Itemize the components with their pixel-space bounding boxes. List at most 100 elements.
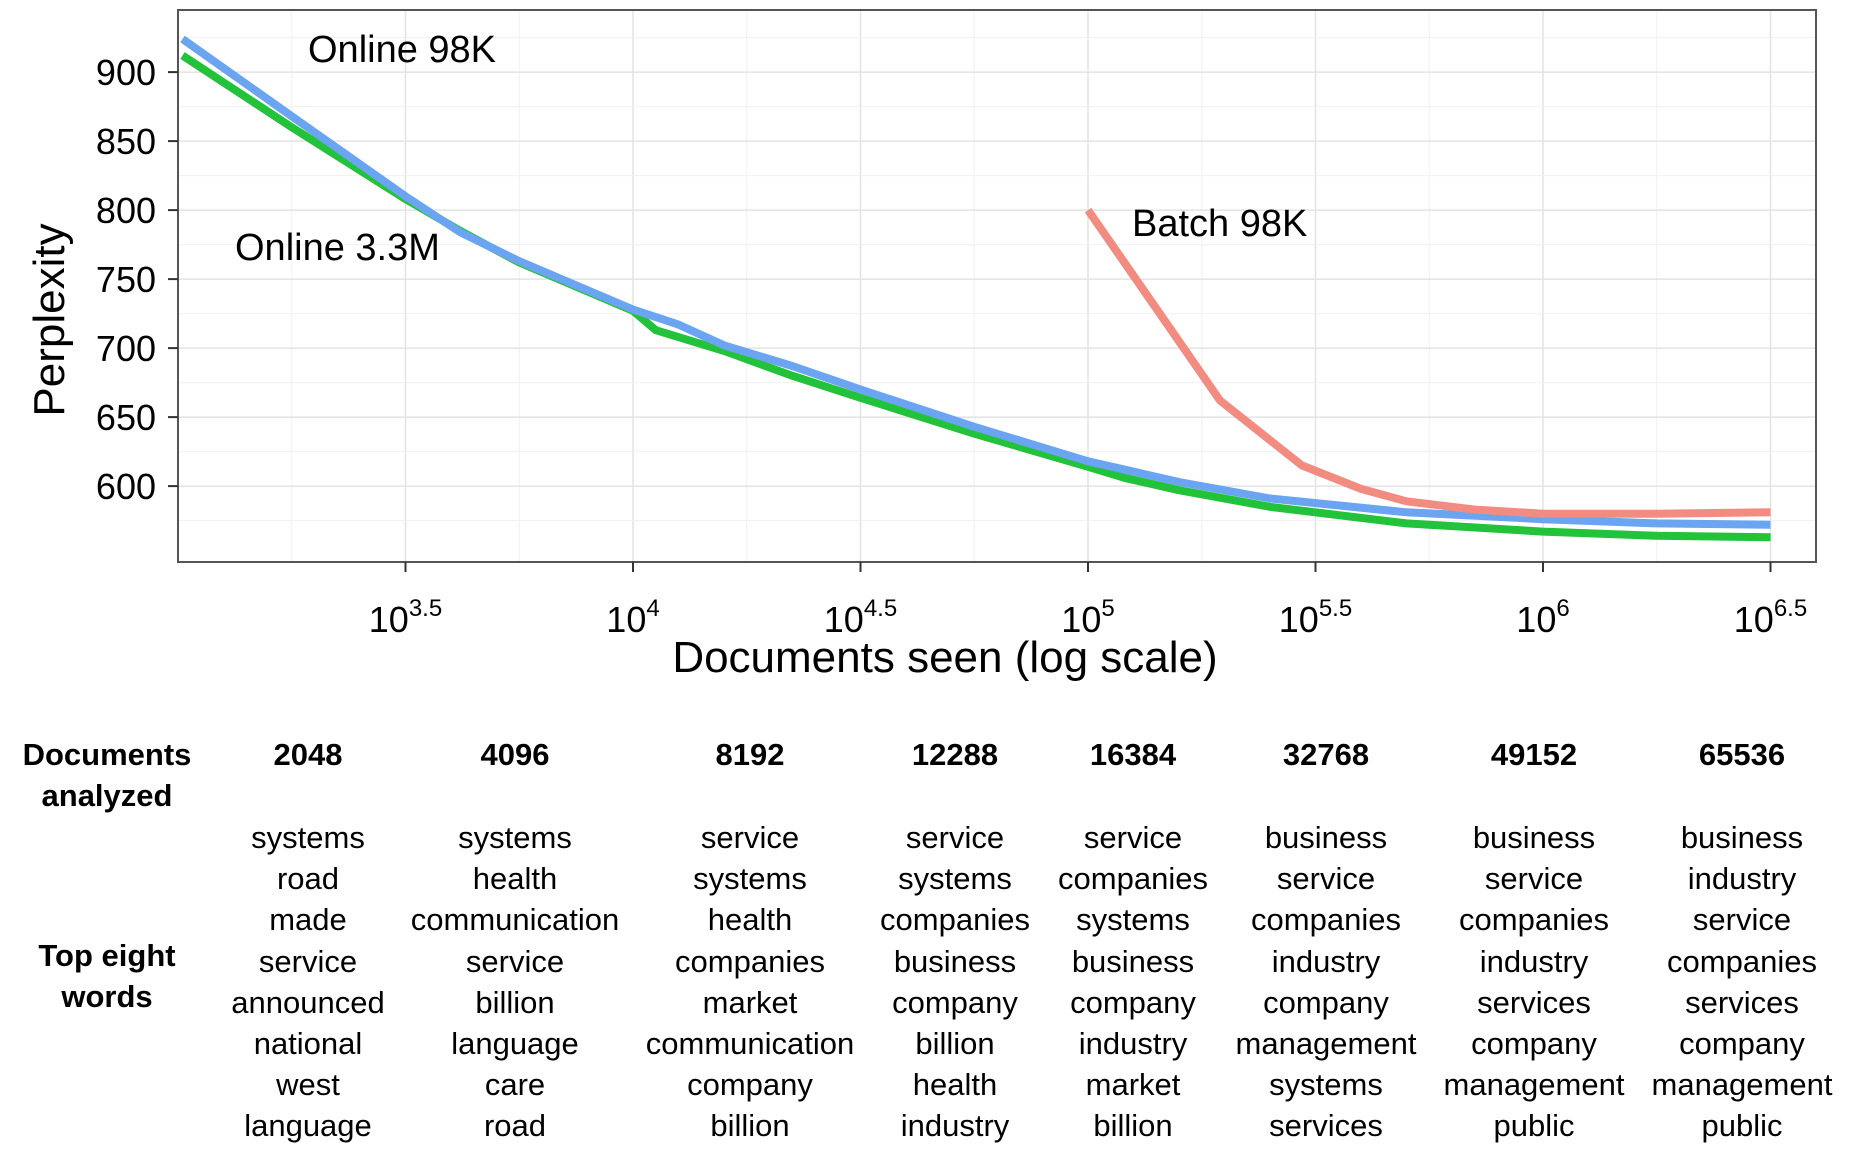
x-tick-label: 105.5	[1279, 595, 1352, 640]
x-tick-label: 106.5	[1734, 595, 1807, 640]
top-word: billion	[915, 1025, 995, 1061]
x-tick-label: 104	[606, 595, 659, 640]
top-word: service	[700, 820, 800, 855]
top-word: systems	[1076, 902, 1190, 938]
documents-count: 16384	[1089, 737, 1177, 772]
top-word: companies	[880, 902, 1030, 938]
series-lines	[180, 35, 1771, 542]
words-column: 4096 systems health communication service bil…	[395, 734, 635, 1147]
series-line-online-3-3m	[180, 52, 1771, 542]
documents-count: 12288	[911, 737, 999, 772]
top-word: service	[1276, 861, 1376, 897]
annotation-online-3-3m: Online 3.3M	[235, 227, 440, 269]
top-word: business	[1264, 820, 1388, 855]
documents-count: 2048	[273, 737, 343, 772]
top-word: systems	[1269, 1067, 1383, 1103]
grid-lines	[178, 10, 1816, 562]
y-tick-label: 900	[96, 52, 156, 93]
top-word: service	[1484, 861, 1584, 897]
top-word: service	[905, 820, 1005, 855]
top-word: business	[1680, 820, 1804, 855]
documents-analyzed-label: Documents analyzed	[22, 737, 192, 813]
y-tick-label: 750	[96, 259, 156, 300]
top-word: road	[483, 1108, 547, 1144]
top-word: national	[253, 1025, 363, 1061]
words-column: 8192 service systems health companies market c…	[630, 734, 870, 1147]
top-words-table: Documents analyzed Top eight words 2048 s…	[0, 730, 1849, 1155]
top-word: west	[276, 1067, 340, 1103]
top-word: billion	[475, 984, 555, 1020]
documents-count: 32768	[1282, 737, 1370, 772]
top-word: announced	[231, 984, 385, 1020]
top-word: service	[1083, 820, 1183, 855]
top-word: care	[484, 1067, 546, 1103]
top-word: companies	[1251, 902, 1401, 938]
y-tick-label: 650	[96, 397, 156, 438]
y-tick-label: 600	[96, 466, 156, 507]
top-word: road	[276, 861, 340, 897]
y-tick-label: 850	[96, 121, 156, 162]
documents-count: 49152	[1490, 737, 1578, 772]
y-tick-label: 800	[96, 190, 156, 231]
words-column: 49152 business service companies industry ser…	[1414, 734, 1654, 1147]
top-word: systems	[898, 861, 1012, 897]
top-word: language	[451, 1025, 579, 1061]
top-word: company	[1679, 1025, 1805, 1061]
top-word: services	[1477, 984, 1591, 1020]
top-word: companies	[675, 943, 825, 979]
top-word: business	[1472, 820, 1596, 855]
top-word: business	[1071, 943, 1195, 979]
top-word: billion	[1093, 1108, 1173, 1144]
words-column: 2048 systems road made service announced natio…	[188, 734, 428, 1147]
top-word: health	[472, 861, 558, 897]
documents-count: 65536	[1698, 737, 1786, 772]
top-word: business	[893, 943, 1017, 979]
top-word: companies	[1459, 902, 1609, 938]
top-word: market	[702, 984, 798, 1020]
top-word: health	[912, 1067, 998, 1103]
x-tick-label: 105	[1061, 595, 1114, 640]
top-word: company	[1070, 984, 1196, 1020]
x-axis-ticks: 103.5 104 104.5 105 105.5 106 106.5	[369, 562, 1807, 640]
top-word: systems	[693, 861, 807, 897]
top-word: communication	[410, 902, 620, 938]
y-axis-ticks: 600 650 700 750 800 850 900	[96, 52, 178, 507]
top-word: company	[1471, 1025, 1597, 1061]
top-word: industry	[1271, 943, 1381, 979]
y-axis-label: Perplexity	[25, 223, 74, 416]
top-word: management	[1651, 1067, 1833, 1103]
top-word: made	[269, 902, 347, 938]
series-annotations: Online 98K Online 3.3M Batch 98K	[235, 29, 1307, 269]
top-word: market	[1085, 1067, 1181, 1103]
top-word: services	[1269, 1108, 1383, 1144]
series-line-online-98k	[180, 35, 1771, 529]
top-word: systems	[251, 820, 365, 855]
top-word: communication	[645, 1025, 855, 1061]
top-word: industry	[1687, 861, 1797, 897]
top-word: public	[1701, 1108, 1783, 1144]
top-word: industry	[1078, 1025, 1188, 1061]
top-word: company	[687, 1067, 813, 1103]
top-word: systems	[458, 820, 572, 855]
top-word: industry	[1479, 943, 1589, 979]
top-word: management	[1235, 1025, 1417, 1061]
annotation-online-98k: Online 98K	[308, 29, 496, 71]
y-tick-label: 700	[96, 328, 156, 369]
top-word: management	[1443, 1067, 1625, 1103]
documents-count: 8192	[715, 737, 785, 772]
x-tick-label: 103.5	[369, 595, 442, 640]
top-word: companies	[1667, 943, 1817, 979]
x-axis-label: Documents seen (log scale)	[672, 633, 1217, 682]
top-word: industry	[900, 1108, 1010, 1144]
x-tick-label: 106	[1516, 595, 1569, 640]
top-word: company	[1263, 984, 1389, 1020]
top-word: public	[1493, 1108, 1575, 1144]
words-column: 32768 business service companies industry com…	[1206, 734, 1446, 1147]
annotation-batch-98k: Batch 98K	[1132, 203, 1307, 245]
plot-border	[177, 9, 1817, 563]
words-column: 16384 service companies systems business comp…	[1013, 734, 1253, 1147]
x-tick-label: 104.5	[824, 595, 897, 640]
documents-count: 4096	[480, 737, 550, 772]
top-word: companies	[1058, 861, 1208, 897]
